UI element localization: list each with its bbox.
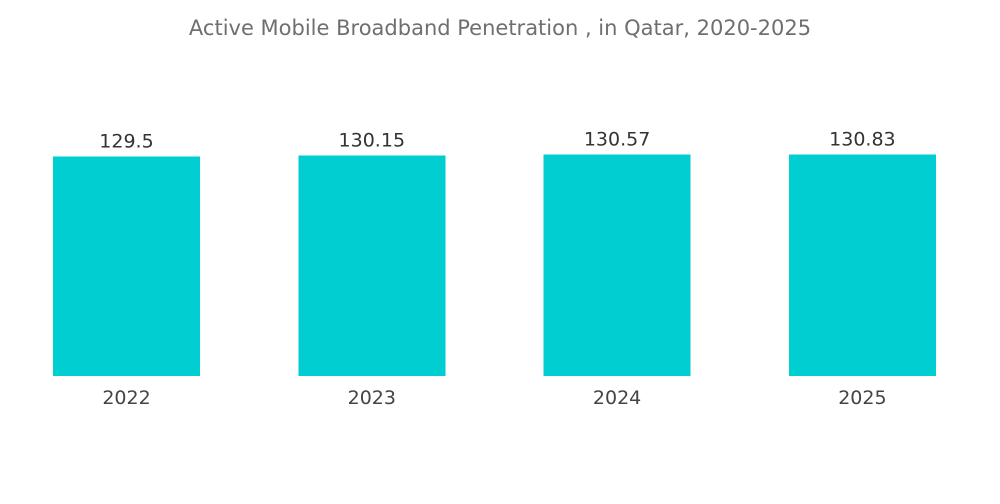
- value-label-2022: 129.5: [99, 131, 153, 153]
- value-label-2024: 130.57: [584, 129, 650, 151]
- x-tick-label-2025: 2025: [838, 387, 886, 409]
- x-tick-label-2024: 2024: [593, 387, 641, 409]
- bar-2022: [53, 156, 200, 376]
- value-label-2025: 130.83: [829, 128, 895, 150]
- bar-2025: [788, 154, 936, 376]
- x-tick-label-2023: 2023: [348, 387, 396, 409]
- bar-2023: [298, 155, 446, 376]
- x-tick-label-2022: 2022: [102, 387, 150, 409]
- bar-2024: [543, 154, 691, 376]
- value-label-2023: 130.15: [339, 129, 405, 151]
- chart-title: Active Mobile Broadband Penetration , in…: [188, 16, 812, 40]
